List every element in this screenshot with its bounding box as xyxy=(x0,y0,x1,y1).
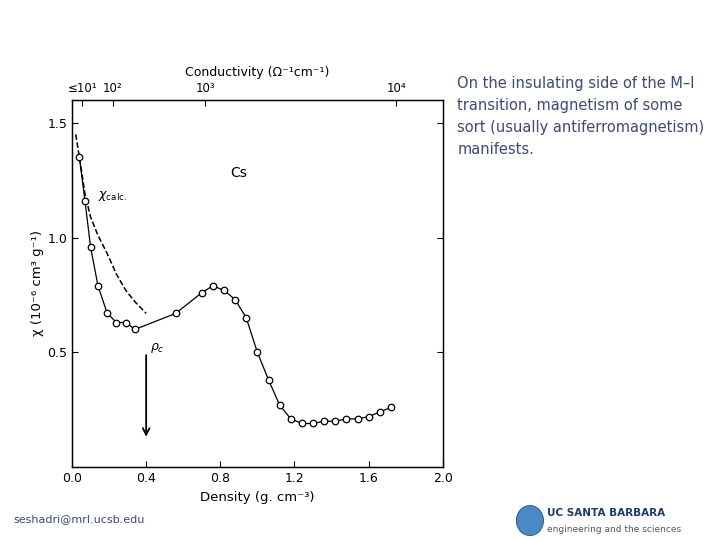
Point xyxy=(240,314,252,322)
Text: engineering and the sciences: engineering and the sciences xyxy=(547,525,681,534)
Point xyxy=(207,281,219,290)
X-axis label: Conductivity (Ω⁻¹cm⁻¹): Conductivity (Ω⁻¹cm⁻¹) xyxy=(185,66,330,79)
Point xyxy=(307,419,319,428)
Point xyxy=(102,309,113,318)
Point xyxy=(296,419,307,428)
Y-axis label: χ (10⁻⁶ cm³ g⁻¹): χ (10⁻⁶ cm³ g⁻¹) xyxy=(32,231,45,336)
Text: The Hubard model and magnetism: The Hubard model and magnetism xyxy=(9,13,323,31)
Text: seshadri@mrl.ucsb.edu: seshadri@mrl.ucsb.edu xyxy=(13,514,144,524)
Point xyxy=(85,242,96,251)
Text: UC SANTA BARBARA: UC SANTA BARBARA xyxy=(547,508,665,518)
Point xyxy=(79,197,91,205)
Text: On the insulating side of the M–I
transition, magnetism of some
sort (usually an: On the insulating side of the M–I transi… xyxy=(457,76,704,157)
Point xyxy=(330,417,341,426)
Point xyxy=(352,415,364,423)
Point xyxy=(285,415,297,423)
Point xyxy=(274,401,285,409)
Point xyxy=(73,153,85,161)
Point xyxy=(385,403,397,411)
Point xyxy=(196,288,207,297)
Point xyxy=(318,417,330,426)
X-axis label: Density (g. cm⁻³): Density (g. cm⁻³) xyxy=(200,490,315,503)
Point xyxy=(218,286,230,295)
Text: $\chi_{\rm calc.}$: $\chi_{\rm calc.}$ xyxy=(98,190,127,203)
Point xyxy=(230,295,241,304)
Point xyxy=(130,325,141,334)
Point xyxy=(263,376,274,384)
Point xyxy=(170,309,181,318)
Circle shape xyxy=(516,505,544,536)
Text: Cs: Cs xyxy=(230,166,247,180)
Point xyxy=(120,318,132,327)
Point xyxy=(92,281,104,290)
Point xyxy=(252,348,264,356)
Point xyxy=(363,413,374,421)
Point xyxy=(374,408,385,416)
Point xyxy=(111,318,122,327)
Point xyxy=(341,415,352,423)
Text: $\rho_c$: $\rho_c$ xyxy=(150,341,164,355)
